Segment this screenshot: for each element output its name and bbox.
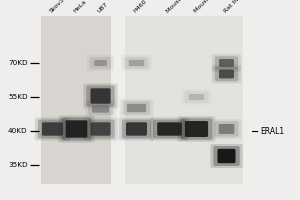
FancyBboxPatch shape xyxy=(150,118,189,141)
FancyBboxPatch shape xyxy=(87,55,114,71)
FancyBboxPatch shape xyxy=(189,94,204,100)
FancyBboxPatch shape xyxy=(122,55,152,71)
Text: 70KD: 70KD xyxy=(8,60,28,66)
FancyBboxPatch shape xyxy=(42,122,63,136)
FancyBboxPatch shape xyxy=(86,119,115,139)
FancyBboxPatch shape xyxy=(126,122,147,136)
FancyBboxPatch shape xyxy=(184,91,208,103)
FancyBboxPatch shape xyxy=(35,118,70,141)
FancyBboxPatch shape xyxy=(127,104,146,112)
Text: 55KD: 55KD xyxy=(8,94,28,100)
FancyBboxPatch shape xyxy=(210,144,243,168)
FancyBboxPatch shape xyxy=(214,121,239,137)
Text: 35KD: 35KD xyxy=(8,162,28,168)
Text: ERAL1: ERAL1 xyxy=(260,127,284,136)
FancyBboxPatch shape xyxy=(92,105,109,113)
Text: 40KD: 40KD xyxy=(8,128,28,134)
FancyBboxPatch shape xyxy=(91,122,110,136)
FancyBboxPatch shape xyxy=(181,118,212,140)
FancyBboxPatch shape xyxy=(123,101,150,115)
FancyBboxPatch shape xyxy=(218,149,236,163)
FancyBboxPatch shape xyxy=(129,60,144,66)
FancyBboxPatch shape xyxy=(219,124,234,134)
FancyBboxPatch shape xyxy=(124,57,148,69)
FancyBboxPatch shape xyxy=(212,65,241,83)
FancyBboxPatch shape xyxy=(119,118,154,141)
FancyBboxPatch shape xyxy=(185,121,208,137)
FancyBboxPatch shape xyxy=(178,116,215,142)
FancyBboxPatch shape xyxy=(83,118,118,141)
FancyBboxPatch shape xyxy=(219,70,234,78)
FancyBboxPatch shape xyxy=(58,116,94,142)
Text: H460: H460 xyxy=(133,0,148,14)
FancyBboxPatch shape xyxy=(83,84,118,108)
Text: HeLa: HeLa xyxy=(73,0,88,14)
FancyBboxPatch shape xyxy=(219,59,234,67)
FancyBboxPatch shape xyxy=(91,88,110,104)
FancyBboxPatch shape xyxy=(213,146,240,166)
FancyBboxPatch shape xyxy=(212,54,241,72)
FancyBboxPatch shape xyxy=(182,89,212,105)
FancyBboxPatch shape xyxy=(157,122,182,136)
FancyBboxPatch shape xyxy=(66,120,87,138)
FancyBboxPatch shape xyxy=(120,99,153,117)
Text: U87: U87 xyxy=(97,2,109,14)
FancyBboxPatch shape xyxy=(212,119,242,139)
Bar xyxy=(124,16,243,184)
FancyBboxPatch shape xyxy=(122,119,151,139)
Bar xyxy=(40,16,111,184)
FancyBboxPatch shape xyxy=(153,119,186,139)
FancyBboxPatch shape xyxy=(94,60,107,66)
FancyBboxPatch shape xyxy=(61,117,92,140)
Text: Rat liver: Rat liver xyxy=(223,0,245,14)
Text: Mouse kidney: Mouse kidney xyxy=(166,0,200,14)
FancyBboxPatch shape xyxy=(86,86,115,106)
Text: Skov3: Skov3 xyxy=(49,0,66,14)
FancyBboxPatch shape xyxy=(38,119,67,139)
FancyBboxPatch shape xyxy=(85,100,116,117)
FancyBboxPatch shape xyxy=(215,56,238,70)
FancyBboxPatch shape xyxy=(88,102,113,116)
Text: Mouse heart: Mouse heart xyxy=(193,0,224,14)
FancyBboxPatch shape xyxy=(215,67,238,81)
FancyBboxPatch shape xyxy=(90,57,111,69)
